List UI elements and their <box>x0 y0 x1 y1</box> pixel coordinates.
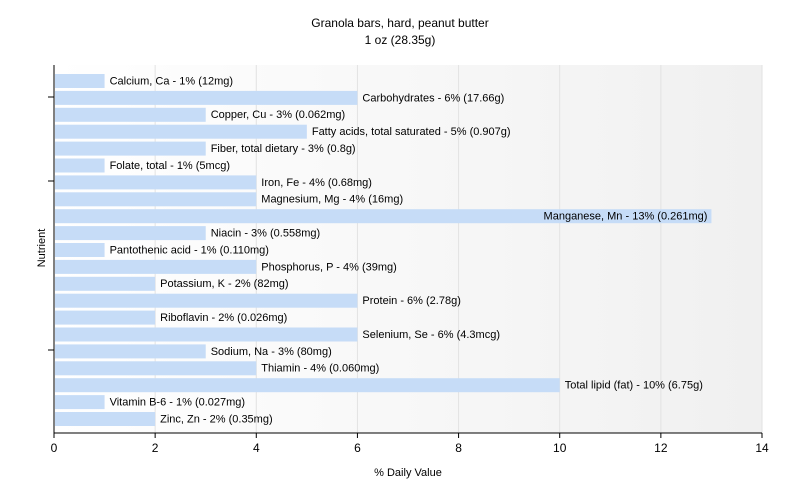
bar-label: Phosphorus, P - 4% (39mg) <box>261 261 397 273</box>
bar <box>55 395 105 410</box>
bar <box>55 327 358 342</box>
bar-label: Pantothenic acid - 1% (0.110mg) <box>110 244 269 256</box>
x-axis-label: % Daily Value <box>374 467 442 479</box>
x-tick-label: 0 <box>51 441 58 455</box>
bar-label: Zinc, Zn - 2% (0.35mg) <box>160 413 272 425</box>
bar-label: Fatty acids, total saturated - 5% (0.907… <box>312 126 511 138</box>
bar <box>55 310 156 325</box>
bar-label: Iron, Fe - 4% (0.68mg) <box>261 177 372 189</box>
bar <box>55 158 105 173</box>
bar-label: Vitamin B-6 - 1% (0.027mg) <box>110 397 246 409</box>
bar-label: Manganese, Mn - 13% (0.261mg) <box>544 211 708 223</box>
bar-label: Copper, Cu - 3% (0.062mg) <box>211 109 346 121</box>
x-tick-label: 2 <box>152 441 159 455</box>
x-tick-label: 12 <box>654 441 668 455</box>
bar-label: Riboflavin - 2% (0.026mg) <box>160 312 287 324</box>
bar-label: Folate, total - 1% (5mcg) <box>110 160 230 172</box>
bar-label: Potassium, K - 2% (82mg) <box>160 278 288 290</box>
bar-label: Niacin - 3% (0.558mg) <box>211 228 320 240</box>
x-tick-label: 4 <box>253 441 260 455</box>
bar <box>55 378 560 393</box>
bar <box>55 141 206 156</box>
bar-label: Total lipid (fat) - 10% (6.75g) <box>565 380 703 392</box>
chart-title: Granola bars, hard, peanut butter <box>311 16 488 30</box>
bar-label: Carbohydrates - 6% (17.66g) <box>362 92 504 104</box>
bar <box>55 175 257 190</box>
bar-label: Protein - 6% (2.78g) <box>362 295 460 307</box>
bar <box>55 293 358 308</box>
x-tick-label: 6 <box>354 441 361 455</box>
bar <box>55 412 156 426</box>
bars: Calcium, Ca - 1% (12mg) Carbohydrates - 6… <box>55 74 712 426</box>
x-tick-label: 8 <box>455 441 462 455</box>
chart-subtitle: 1 oz (28.35g) <box>365 33 436 47</box>
bar <box>55 90 358 105</box>
bar <box>55 259 257 274</box>
bar-label: Fiber, total dietary - 3% (0.8g) <box>211 143 356 155</box>
bar <box>55 276 156 291</box>
y-axis-label: Nutrient <box>36 229 48 268</box>
x-tick-label: 10 <box>553 441 567 455</box>
bar-label: Calcium, Ca - 1% (12mg) <box>110 75 233 87</box>
bar <box>55 226 206 241</box>
bar <box>55 192 257 207</box>
bar <box>55 243 105 257</box>
bar-label: Thiamin - 4% (0.060mg) <box>261 363 379 375</box>
axes: 0 2 4 6 8 10 12 14 <box>48 65 769 455</box>
bar-label: Sodium, Na - 3% (80mg) <box>211 346 332 358</box>
bar <box>55 124 307 139</box>
bar-label: Magnesium, Mg - 4% (16mg) <box>261 194 403 206</box>
bar <box>55 74 105 88</box>
bar <box>55 107 206 122</box>
bar <box>55 344 206 359</box>
x-tick-label: 14 <box>755 441 769 455</box>
bar <box>55 361 257 376</box>
bar <box>55 209 712 224</box>
bar-label: Selenium, Se - 6% (4.3mcg) <box>362 329 500 341</box>
